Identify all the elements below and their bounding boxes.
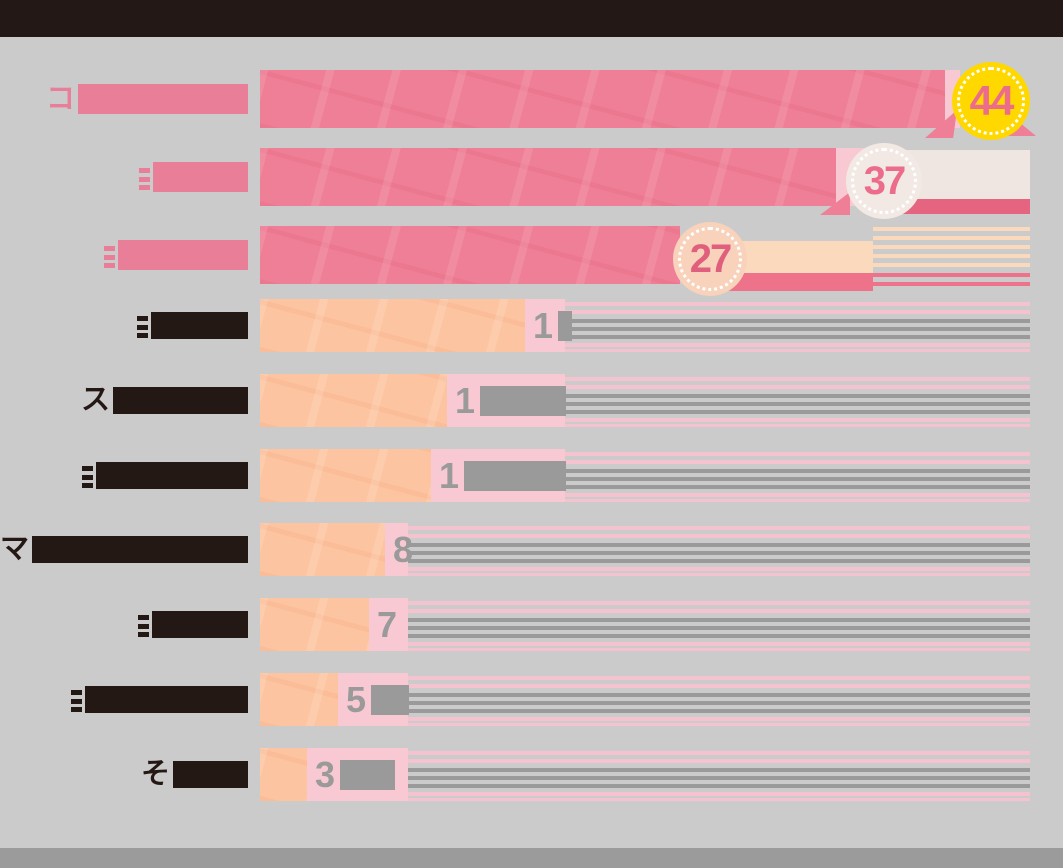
category-label: コ	[0, 70, 248, 128]
bar	[260, 226, 680, 284]
value-label-area: 1	[533, 299, 573, 352]
redaction-stripes	[408, 523, 1030, 576]
redaction-stripes	[408, 673, 1030, 726]
bar-row: 1	[0, 299, 1063, 352]
ribbon-band	[900, 199, 1030, 214]
bar	[260, 523, 385, 576]
category-label	[0, 673, 248, 726]
badge-value: 37	[863, 159, 906, 203]
rank-badge-cream: 37	[846, 143, 922, 219]
badge-dotted-ring	[851, 148, 917, 214]
category-label-fragment	[139, 163, 150, 191]
redaction-stripes	[408, 598, 1030, 651]
category-label-redaction-block	[173, 761, 248, 788]
category-label: マ	[0, 523, 248, 576]
category-label-redaction-block	[152, 611, 248, 638]
category-label	[0, 226, 248, 284]
redaction-stripes	[565, 299, 1030, 352]
value-label-visible-digit: 5	[346, 678, 367, 720]
bar	[260, 449, 431, 502]
bar	[260, 299, 525, 352]
redaction-stripes	[408, 748, 1030, 801]
category-label-fragment	[104, 241, 115, 269]
bar-row: 27	[0, 222, 1063, 296]
bar-row: 1	[0, 449, 1063, 502]
bar	[260, 70, 945, 128]
bar	[260, 673, 338, 726]
category-label-visible-text: コ	[45, 82, 75, 115]
redaction-stripes	[565, 449, 1030, 502]
category-label-redaction-block	[85, 686, 248, 713]
ribbon-band	[726, 273, 873, 291]
category-label-redaction-block	[32, 536, 248, 563]
value-label-area: 1	[439, 449, 567, 502]
badge-value: 27	[689, 237, 732, 281]
category-label-redaction-block	[151, 312, 248, 339]
value-label-visible-digit: 1	[455, 379, 476, 421]
value-redaction-block	[371, 684, 410, 715]
category-label-visible-text: マ	[0, 533, 30, 565]
rank-badge-gold: 44	[952, 62, 1030, 140]
bar-row: コ 44	[0, 62, 1063, 140]
value-label-visible-digit: 8	[393, 528, 414, 570]
category-label-visible-text: ス	[80, 384, 110, 416]
bar	[260, 748, 307, 801]
bar	[260, 148, 836, 206]
value-redaction-block	[558, 310, 573, 341]
category-label: そ	[0, 748, 248, 801]
badge-value: 44	[969, 77, 1015, 124]
bar-row: 5	[0, 673, 1063, 726]
category-label	[0, 449, 248, 502]
category-label-fragment	[71, 686, 82, 713]
value-redaction-block	[480, 385, 567, 416]
bar	[260, 374, 447, 427]
value-redaction-block	[340, 759, 396, 790]
category-label-redaction-block	[153, 162, 248, 192]
value-label-area: 5	[346, 673, 410, 726]
bar-row: 7	[0, 598, 1063, 651]
category-label	[0, 148, 248, 206]
value-label-visible-digit: 1	[533, 304, 554, 346]
category-label	[0, 299, 248, 352]
value-label-area: 3	[315, 748, 396, 801]
value-label-visible-digit: 1	[439, 454, 460, 496]
category-label-redaction-block	[78, 84, 248, 114]
censored-title-bar	[0, 0, 1063, 37]
category-label	[0, 598, 248, 651]
value-label-area: 8	[393, 523, 413, 576]
censored-footer-bar	[0, 848, 1063, 868]
value-redaction-block	[464, 460, 567, 491]
bar	[260, 598, 369, 651]
badge-dotted-ring	[957, 67, 1025, 135]
category-label-redaction-block	[96, 462, 248, 489]
value-label-area: 1	[455, 374, 567, 427]
value-label-visible-digit: 7	[377, 603, 398, 645]
category-label-fragment	[82, 462, 93, 489]
rank-badge-peach: 27	[673, 222, 747, 296]
category-label-redaction-block	[118, 240, 248, 270]
category-label-fragment	[137, 312, 148, 339]
value-label-area: 7	[377, 598, 397, 651]
redaction-stripes	[565, 374, 1030, 427]
category-label-fragment	[138, 611, 149, 638]
bar-row: 37	[0, 143, 1063, 219]
value-label-visible-digit: 3	[315, 753, 336, 795]
category-label-visible-text: そ	[140, 758, 170, 790]
category-label: ス	[0, 374, 248, 427]
ribbon-redaction-stripes	[873, 227, 1030, 290]
category-label-redaction-block	[113, 387, 248, 414]
badge-dotted-ring	[678, 227, 742, 291]
